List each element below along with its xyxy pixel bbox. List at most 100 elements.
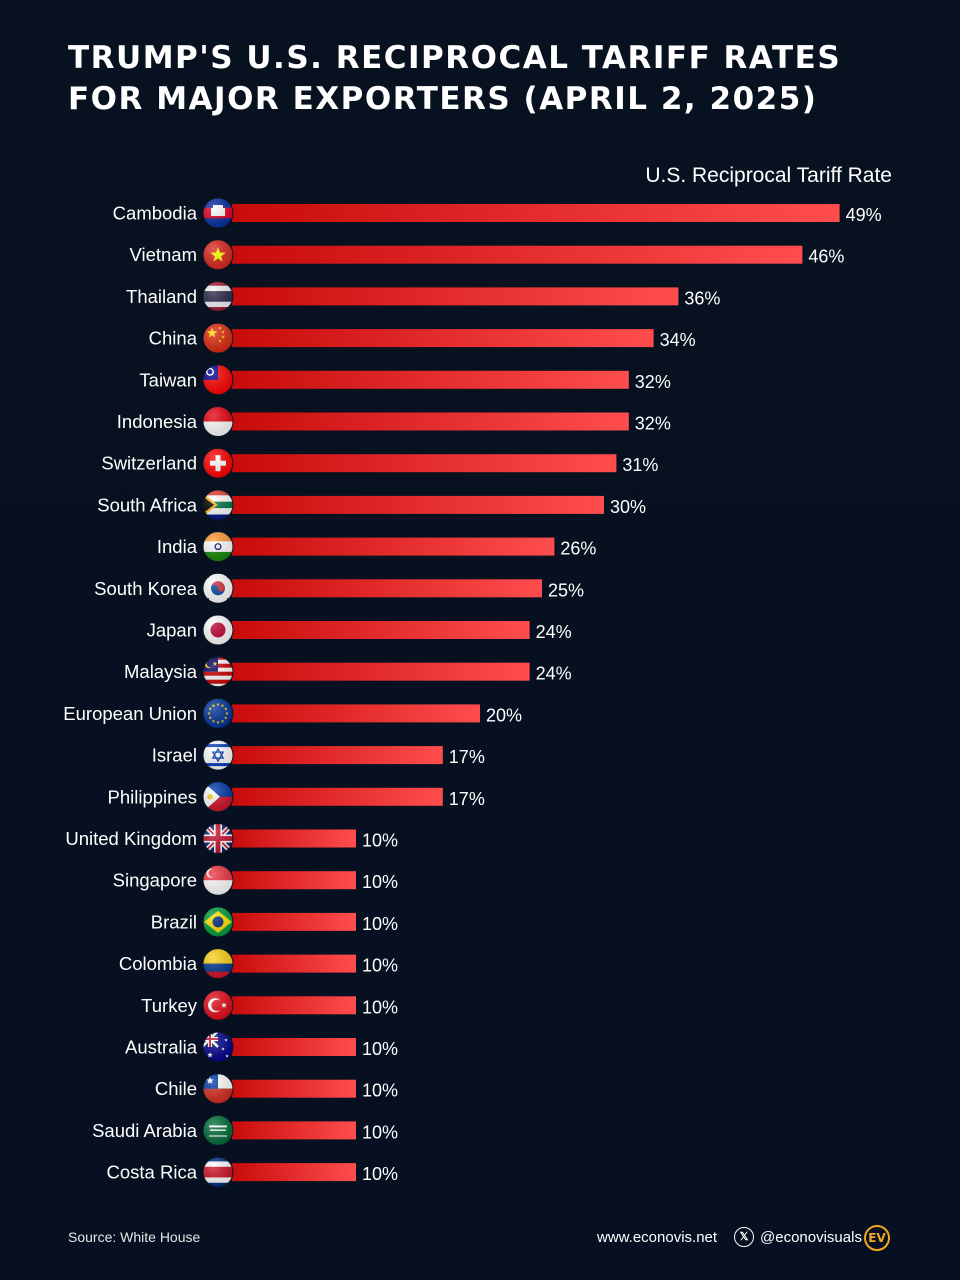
bar: [232, 1121, 356, 1140]
bar: [232, 912, 356, 931]
category-label: Brazil: [151, 911, 197, 932]
bar: [232, 704, 480, 723]
flag-cambodia-icon: [202, 197, 234, 229]
bar: [232, 329, 654, 348]
value-label: 32%: [635, 372, 671, 392]
bar: [232, 996, 356, 1015]
bar: [232, 662, 530, 681]
source-note: Source: White House: [68, 1229, 201, 1245]
bars-layer: Cambodia 49% Vietnam 46% Thailand 36% China 34%…: [63, 197, 882, 1188]
value-label: 10%: [362, 1164, 398, 1184]
bar: [232, 1079, 356, 1098]
website-link[interactable]: www.econovis.net: [597, 1229, 718, 1246]
flag-philippines-icon: [202, 781, 234, 813]
value-label: 17%: [449, 789, 485, 809]
category-label: Japan: [147, 620, 197, 641]
flag-chile-icon: [202, 1073, 234, 1105]
category-label: Turkey: [141, 995, 198, 1016]
category-label: South Africa: [97, 494, 197, 515]
bar: [232, 871, 356, 890]
x-logo-icon: 𝕏: [734, 1227, 754, 1247]
category-label: Israel: [152, 745, 197, 766]
category-label: Switzerland: [101, 453, 197, 474]
value-label: 24%: [536, 622, 572, 642]
social-handle-text: @econovisuals: [760, 1228, 862, 1246]
bar: [232, 746, 443, 765]
bar: [232, 454, 617, 473]
category-label: Chile: [155, 1078, 197, 1099]
value-label: 10%: [362, 956, 398, 976]
bar: [232, 1163, 356, 1182]
bar: [232, 954, 356, 973]
category-label: South Korea: [94, 578, 198, 599]
chart-title: TRUMP'S U.S. RECIPROCAL TARIFF RATES FOR…: [68, 38, 908, 120]
category-label: Cambodia: [113, 203, 198, 224]
flag-saudi-arabia-icon: [202, 1114, 234, 1146]
flag-turkey-icon: [202, 989, 234, 1021]
value-label: 32%: [635, 414, 671, 434]
bar: [232, 412, 629, 431]
bar: [232, 1038, 356, 1056]
chart-title-line-1: TRUMP'S U.S. RECIPROCAL TARIFF RATES: [68, 40, 842, 76]
category-label: Taiwan: [139, 369, 197, 390]
flag-south-korea-icon: [202, 572, 234, 604]
flag-vietnam-icon: [202, 239, 234, 271]
value-label: 10%: [362, 1122, 398, 1142]
flag-japan-icon: [202, 614, 234, 646]
value-label: 30%: [610, 497, 646, 517]
category-label: Malaysia: [124, 661, 198, 682]
flag-singapore-icon: [202, 864, 234, 896]
category-label: United Kingdom: [65, 828, 197, 849]
category-label: Singapore: [113, 870, 197, 891]
econovis-logo: EV: [864, 1225, 890, 1251]
bar: [232, 787, 443, 806]
category-label: Vietnam: [129, 244, 197, 265]
value-label: 17%: [449, 747, 485, 767]
flag-brazil-icon: [202, 906, 234, 938]
value-label: 20%: [486, 705, 522, 725]
category-label: Thailand: [126, 286, 197, 307]
value-label: 46%: [808, 247, 844, 267]
value-label: 24%: [536, 664, 572, 684]
category-label: Philippines: [108, 786, 197, 807]
category-label: Indonesia: [117, 411, 198, 432]
flag-colombia-icon: [202, 948, 234, 980]
bar: [232, 621, 530, 639]
flag-switzerland-icon: [202, 447, 234, 479]
value-label: 49%: [846, 205, 882, 225]
flag-south-africa-icon: [202, 489, 234, 521]
flag-malaysia-icon: [202, 656, 234, 688]
flag-china-icon: [202, 322, 234, 354]
flag-australia-icon: [202, 1031, 234, 1063]
value-label: 10%: [362, 1081, 398, 1101]
bar: [232, 537, 555, 556]
flag-european-union-icon: [202, 697, 234, 729]
value-label: 10%: [362, 997, 398, 1017]
category-label: Colombia: [119, 953, 198, 974]
category-label: Costa Rica: [107, 1162, 198, 1183]
value-label: 36%: [684, 288, 720, 308]
category-label: Saudi Arabia: [92, 1120, 198, 1141]
bar: [232, 287, 679, 306]
category-label: India: [157, 536, 198, 557]
category-label: China: [149, 328, 198, 349]
flag-israel-icon: [202, 739, 234, 771]
value-label: 10%: [362, 1039, 398, 1059]
value-label: 34%: [660, 330, 696, 350]
category-label: Australia: [125, 1037, 198, 1058]
social-handle[interactable]: 𝕏 @econovisuals: [734, 1227, 862, 1247]
category-label: European Union: [63, 703, 197, 724]
flag-india-icon: [202, 531, 234, 563]
flag-taiwan-icon: [202, 364, 234, 396]
value-label: 10%: [362, 914, 398, 934]
bar: [232, 204, 840, 222]
value-label: 10%: [362, 872, 398, 892]
value-label: 25%: [548, 580, 584, 600]
value-label: 31%: [622, 455, 658, 475]
value-label: 26%: [560, 539, 596, 559]
value-label: 10%: [362, 831, 398, 851]
bar: [232, 245, 803, 264]
bar: [232, 829, 356, 848]
bar: [232, 495, 604, 514]
